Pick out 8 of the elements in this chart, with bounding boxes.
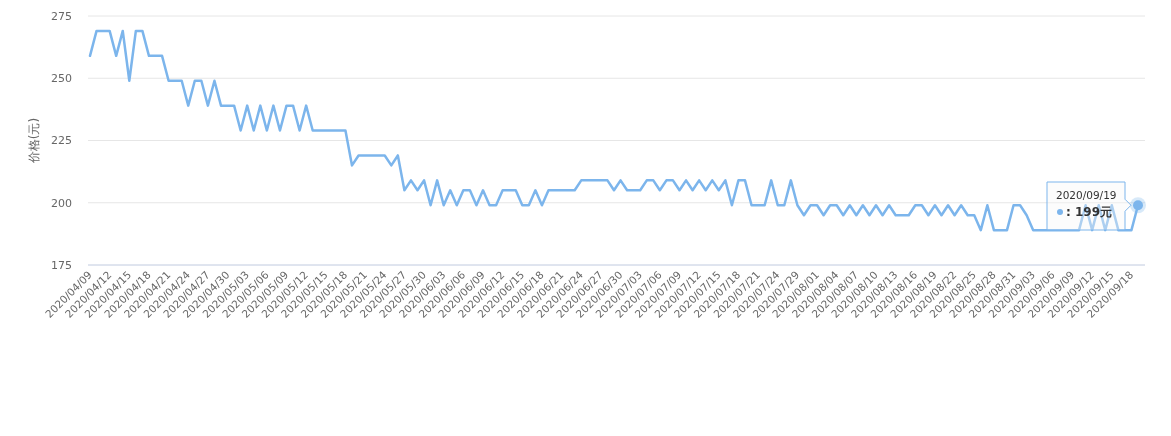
y-axis-title: 价格(元) bbox=[27, 117, 41, 165]
y-tick-label: 175 bbox=[51, 258, 72, 272]
y-tick-label: 200 bbox=[51, 196, 72, 210]
y-tick-label: 225 bbox=[51, 134, 72, 148]
y-tick-label: 250 bbox=[51, 72, 72, 86]
annotation: : 199元 bbox=[1066, 205, 1113, 219]
y-tick-label: 275 bbox=[51, 9, 72, 23]
annotation: 2020/09/19 bbox=[1056, 189, 1117, 201]
